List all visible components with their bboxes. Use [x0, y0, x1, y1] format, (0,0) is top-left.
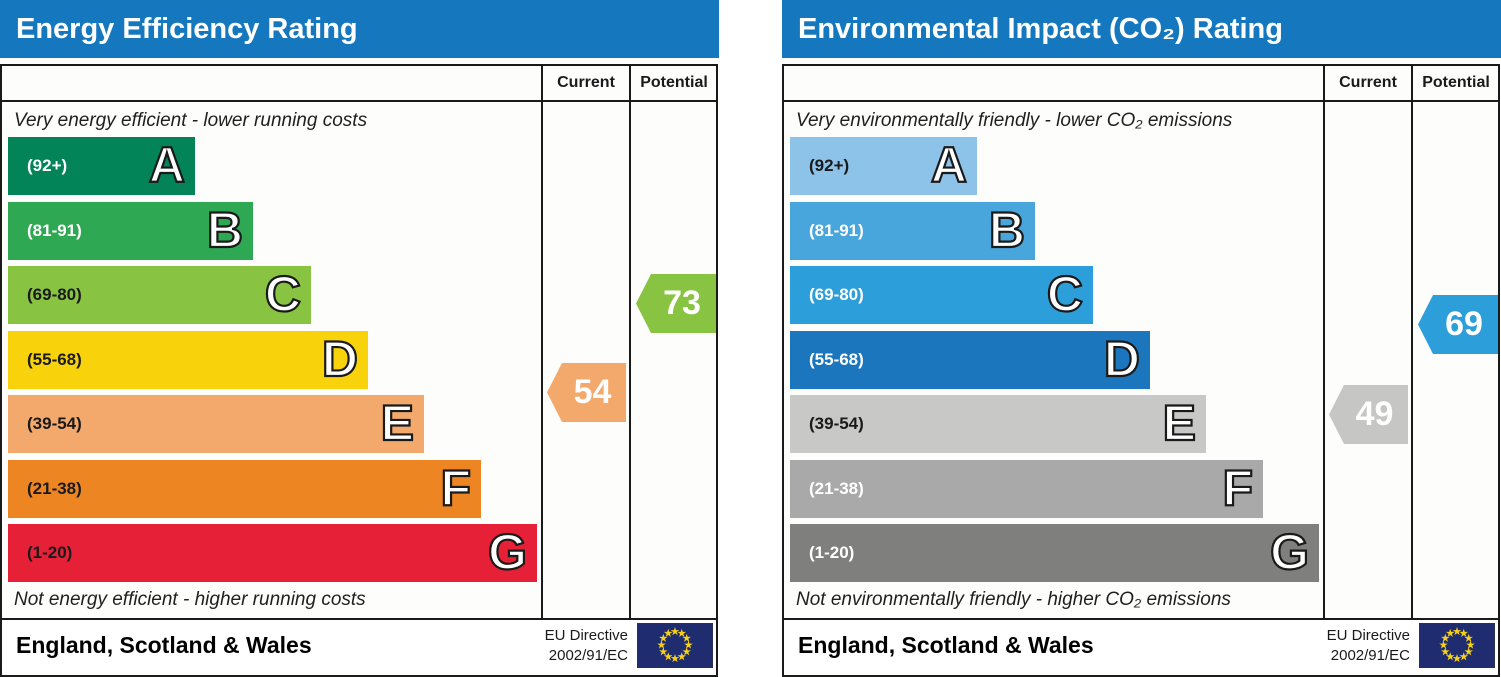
band-letter: A: [148, 136, 186, 194]
band-g-row: (1-20) G: [790, 523, 1319, 582]
column-divider: [541, 66, 543, 618]
header-divider: [784, 100, 1498, 102]
region-label: England, Scotland & Wales: [798, 632, 1094, 658]
current-column-header: Current: [557, 74, 615, 91]
potential-rating-arrow: 69: [1418, 295, 1498, 354]
current-rating-arrow: 49: [1329, 385, 1408, 444]
band-a-row: (92+) A: [790, 136, 977, 195]
band-range-label: (69-80): [27, 285, 82, 304]
band-a-row: (92+) A: [8, 136, 195, 195]
band-f-row: (21-38) F: [8, 459, 481, 518]
band-range-label: (39-54): [809, 414, 864, 433]
band-letter: B: [206, 201, 244, 259]
band-letter: E: [380, 394, 416, 452]
band-b-row: (81-91) B: [790, 201, 1035, 260]
bottom-caption: Not environmentally friendly - higher CO…: [796, 589, 1231, 610]
column-divider: [629, 66, 631, 618]
chart-title: Energy Efficiency Rating: [16, 13, 358, 45]
potential-column-header: Potential: [1422, 74, 1490, 91]
band-letter: A: [930, 136, 968, 194]
band-c-row: (69-80) C: [8, 265, 311, 324]
bottom-caption: Not energy efficient - higher running co…: [14, 589, 366, 610]
eu-flag-icon: [1419, 623, 1495, 668]
footer-divider: [784, 618, 1498, 620]
band-range-label: (81-91): [27, 221, 82, 240]
band-range-label: (1-20): [27, 543, 73, 562]
rating-table: Current Potential Very energy efficient …: [0, 64, 718, 677]
band-letter: D: [1103, 330, 1141, 388]
chart-footer: England, Scotland & Wales EU Directive 2…: [2, 620, 716, 671]
band-letter: D: [321, 330, 359, 388]
band-range-label: (21-38): [809, 479, 864, 498]
band-range-label: (1-20): [809, 543, 855, 562]
rating-table: Current Potential Very environmentally f…: [782, 64, 1500, 677]
band-letter: F: [1221, 459, 1254, 517]
band-letter: B: [988, 201, 1026, 259]
band-letter: G: [487, 523, 528, 581]
chart-footer: England, Scotland & Wales EU Directive 2…: [784, 620, 1498, 671]
band-range-label: (39-54): [27, 414, 82, 433]
band-g-row: (1-20) G: [8, 523, 537, 582]
chart-title-bar: Energy Efficiency Rating: [0, 0, 719, 58]
band-range-label: (55-68): [27, 350, 82, 369]
band-range-label: (81-91): [809, 221, 864, 240]
column-divider: [1323, 66, 1325, 618]
top-caption: Very energy efficient - lower running co…: [14, 110, 368, 131]
band-letter: C: [1046, 265, 1084, 323]
band-letter: G: [1269, 523, 1310, 581]
band-range-label: (21-38): [27, 479, 82, 498]
band-e-row: (39-54) E: [790, 394, 1206, 453]
eu-flag-icon: [637, 623, 713, 668]
band-d-row: (55-68) D: [790, 330, 1150, 389]
band-b-row: (81-91) B: [8, 201, 253, 260]
eu-directive-label: EU Directive 2002/91/EC: [544, 627, 628, 664]
chart-title: Environmental Impact (CO₂) Rating: [798, 13, 1283, 45]
band-letter: F: [439, 459, 472, 517]
band-range-label: (92+): [27, 156, 68, 175]
footer-divider: [2, 618, 716, 620]
current-column-header: Current: [1339, 74, 1397, 91]
potential-rating-arrow: 73: [636, 274, 716, 333]
column-divider: [1411, 66, 1413, 618]
co2-rating-chart: Environmental Impact (CO₂) Rating Curren…: [782, 0, 1501, 677]
band-letter: C: [264, 265, 302, 323]
band-f-row: (21-38) F: [790, 459, 1263, 518]
region-label: England, Scotland & Wales: [16, 632, 312, 658]
chart-title-bar: Environmental Impact (CO₂) Rating: [782, 0, 1501, 58]
band-c-row: (69-80) C: [790, 265, 1093, 324]
current-rating-arrow: 54: [547, 363, 626, 422]
band-range-label: (92+): [809, 156, 850, 175]
potential-rating-value: 73: [663, 284, 701, 322]
eu-directive-label: EU Directive 2002/91/EC: [1326, 627, 1410, 664]
top-caption: Very environmentally friendly - lower CO…: [796, 110, 1233, 131]
header-divider: [2, 100, 716, 102]
band-d-row: (55-68) D: [8, 330, 368, 389]
band-range-label: (55-68): [809, 350, 864, 369]
band-range-label: (69-80): [809, 285, 864, 304]
current-rating-value: 49: [1355, 395, 1394, 433]
band-letter: E: [1162, 394, 1198, 452]
band-e-row: (39-54) E: [8, 394, 424, 453]
potential-column-header: Potential: [640, 74, 708, 91]
potential-rating-value: 69: [1445, 305, 1483, 343]
current-rating-value: 54: [573, 373, 612, 411]
energy-rating-chart: Energy Efficiency Rating Current Potenti…: [0, 0, 719, 677]
